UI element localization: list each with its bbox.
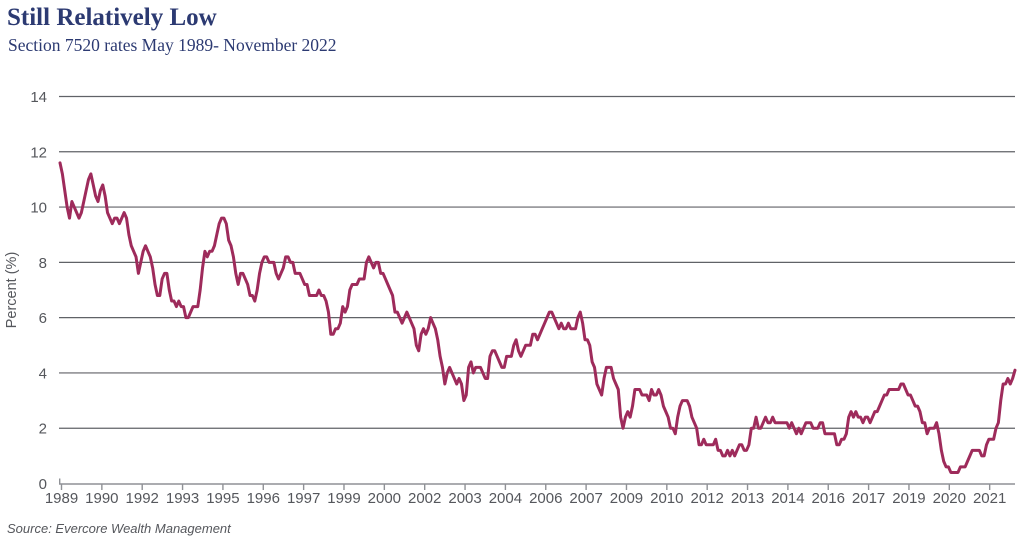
- x-tick-label: 1992: [126, 490, 159, 507]
- chart-header: Still Relatively Low Section 7520 rates …: [7, 4, 337, 56]
- y-axis-tick-labels: 0 2 4 6 8 10 12 14: [30, 89, 47, 493]
- x-tick-label: 2014: [771, 490, 804, 507]
- x-tick-label: 2006: [529, 490, 562, 507]
- y-tick-label: 0: [39, 476, 47, 493]
- x-tick-label: 2021: [973, 490, 1006, 507]
- y-tick-label: 4: [39, 365, 47, 382]
- x-tick-label: 2009: [610, 490, 643, 507]
- x-axis-tick-labels: 1989 1990 1992 1993 1995 1996 1997 1999 2000 2002…: [45, 490, 1007, 507]
- x-tick-label: 1995: [206, 490, 239, 507]
- y-tick-label: 2: [39, 421, 47, 438]
- x-tick-label: 2010: [650, 490, 683, 507]
- x-tick-label: 2003: [448, 490, 481, 507]
- x-tick-label: 2007: [569, 490, 602, 507]
- y-tick-label: 12: [30, 144, 47, 161]
- x-tick-label: 2019: [892, 490, 925, 507]
- x-tick-label: 1989: [45, 490, 78, 507]
- x-tick-label: 1999: [327, 490, 360, 507]
- source-note: Source: Evercore Wealth Management: [7, 521, 231, 536]
- rate-line-series: [58, 161, 1017, 474]
- x-tick-label: 1993: [166, 490, 199, 507]
- chart-subtitle: Section 7520 rates May 1989- November 20…: [8, 34, 337, 55]
- y-tick-label: 6: [39, 310, 47, 327]
- x-tick-label: 2002: [408, 490, 441, 507]
- y-axis-title: Percent (%): [4, 252, 20, 329]
- x-tick-label: 2004: [489, 490, 522, 507]
- y-tick-label: 14: [30, 89, 47, 106]
- x-tick-label: 1996: [247, 490, 280, 507]
- x-tick-label: 1990: [85, 490, 118, 507]
- x-tick-label: 2017: [852, 490, 885, 507]
- x-axis: [59, 478, 1015, 490]
- gridlines: [59, 95, 1015, 429]
- x-tick-label: 2013: [731, 490, 764, 507]
- x-tick-label: 2016: [812, 490, 845, 507]
- x-tick-label: 1997: [287, 490, 320, 507]
- y-tick-label: 10: [30, 200, 47, 217]
- x-tick-label: 2000: [368, 490, 401, 507]
- x-tick-label: 2020: [933, 490, 966, 507]
- x-tick-label: 2012: [690, 490, 723, 507]
- y-tick-label: 8: [39, 255, 47, 272]
- chart-title: Still Relatively Low: [7, 4, 217, 31]
